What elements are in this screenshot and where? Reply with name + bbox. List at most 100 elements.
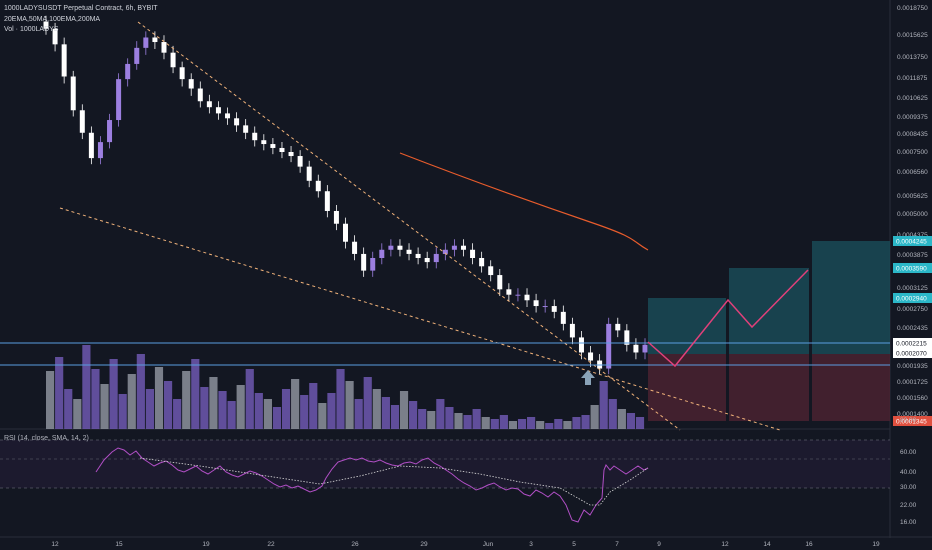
candle (352, 235, 358, 261)
time-tick: Jun (483, 541, 494, 548)
rsi-ma-line (139, 457, 649, 506)
price-marker-label: 0.0002070 (896, 351, 927, 358)
candle (406, 243, 412, 261)
price-markers: 0.0004245 0.0003590 0.0002940 0.0002215 0.00… (893, 236, 932, 426)
volume-bar (390, 405, 400, 429)
volume-bar (236, 385, 245, 429)
volume-bar (118, 394, 127, 429)
volume-bar (554, 419, 563, 429)
candle (315, 174, 321, 198)
price-marker-label: 0.0004245 (896, 239, 927, 246)
volume-bar (291, 379, 300, 429)
candle (460, 239, 466, 257)
volume-bar (200, 387, 209, 429)
volume-bars (46, 345, 645, 429)
volume-bar (418, 409, 427, 429)
candle (606, 317, 612, 375)
upper-trendline[interactable] (137, 21, 681, 431)
price-tick: 0.0002750 (897, 306, 928, 313)
stop-box-1[interactable] (648, 354, 726, 421)
price-tick: 0.0018750 (897, 5, 928, 12)
candle (243, 119, 249, 140)
price-tick: 0.0003875 (897, 252, 928, 259)
candle (170, 45, 176, 74)
candle (88, 126, 94, 165)
time-tick: 12 (721, 541, 729, 548)
volume-bar (399, 391, 409, 429)
volume-bar (182, 371, 191, 429)
candle (388, 239, 394, 257)
candle (297, 150, 303, 173)
volume-bar (381, 397, 390, 429)
price-tick: 0.0001725 (897, 379, 928, 386)
candle (451, 239, 457, 257)
rsi-legend[interactable]: RSI (14, close, SMA, 14, 2) (4, 435, 89, 442)
target-box-1[interactable] (648, 298, 726, 354)
volume-bar (436, 399, 445, 429)
candle (188, 73, 194, 96)
volume-bar (635, 417, 645, 429)
rsi-tick: 60.00 (900, 449, 917, 456)
volume-bar (46, 371, 55, 429)
time-tick: 3 (529, 541, 533, 548)
time-tick: 7 (615, 541, 619, 548)
price-marker: 0.0001345 (893, 416, 932, 426)
candle (497, 269, 503, 297)
volume-bar (617, 409, 626, 429)
candle (107, 113, 113, 149)
stop-box-3[interactable] (812, 354, 890, 421)
candle (225, 107, 231, 125)
candle (633, 338, 639, 360)
candle (560, 305, 566, 331)
volume-bar (136, 354, 145, 429)
candle (52, 22, 58, 52)
price-marker: 0.0002070 (893, 348, 932, 358)
candle (206, 94, 212, 114)
candle (488, 260, 494, 282)
volume-legend[interactable]: Vol · 1000LADYS (4, 26, 59, 33)
time-tick: 22 (267, 541, 275, 548)
candle (116, 73, 122, 127)
volume-bar (272, 407, 282, 429)
candle (551, 299, 557, 319)
candle (197, 81, 203, 108)
volume-bar (300, 395, 309, 429)
time-tick: 16 (805, 541, 813, 548)
volume-bar (599, 381, 608, 429)
price-marker-label: 0.0002940 (896, 296, 927, 303)
candle (333, 204, 339, 231)
candle (234, 112, 240, 132)
price-tick: 0.0005625 (897, 193, 928, 200)
time-tick: 15 (115, 541, 123, 548)
volume-bar (517, 419, 527, 429)
volume-bar (545, 423, 554, 429)
candle (542, 299, 548, 313)
candle (43, 15, 49, 35)
volume-bar (336, 369, 345, 429)
volume-bar (154, 367, 164, 429)
volume-bar (100, 384, 109, 429)
time-tick: 5 (572, 541, 576, 548)
candlesticks (43, 15, 648, 375)
stop-box-2[interactable] (729, 354, 809, 421)
price-tick: 0.0001560 (897, 395, 928, 402)
volume-bar (191, 359, 200, 429)
candle (424, 251, 430, 269)
candle (134, 41, 140, 70)
volume-bar (218, 391, 227, 429)
price-tick: 0.0007500 (897, 149, 928, 156)
ema-legend[interactable]: 20EMA,50MA,100EMA,200MA (4, 16, 101, 23)
candle (615, 317, 621, 338)
rsi-tick: 80.00 (900, 417, 917, 424)
candle (588, 345, 594, 368)
symbol-title[interactable]: 1000LADYSUSDT Perpetual Contract, 6h, BY… (4, 5, 158, 12)
candle (370, 251, 376, 277)
price-tick: 0.0003125 (897, 285, 928, 292)
time-tick: 14 (763, 541, 771, 548)
target-box-3[interactable] (812, 241, 890, 354)
price-tick: 0.0015625 (897, 32, 928, 39)
projection-path[interactable] (647, 269, 809, 368)
volume-bar (409, 401, 418, 429)
candle (506, 283, 512, 302)
